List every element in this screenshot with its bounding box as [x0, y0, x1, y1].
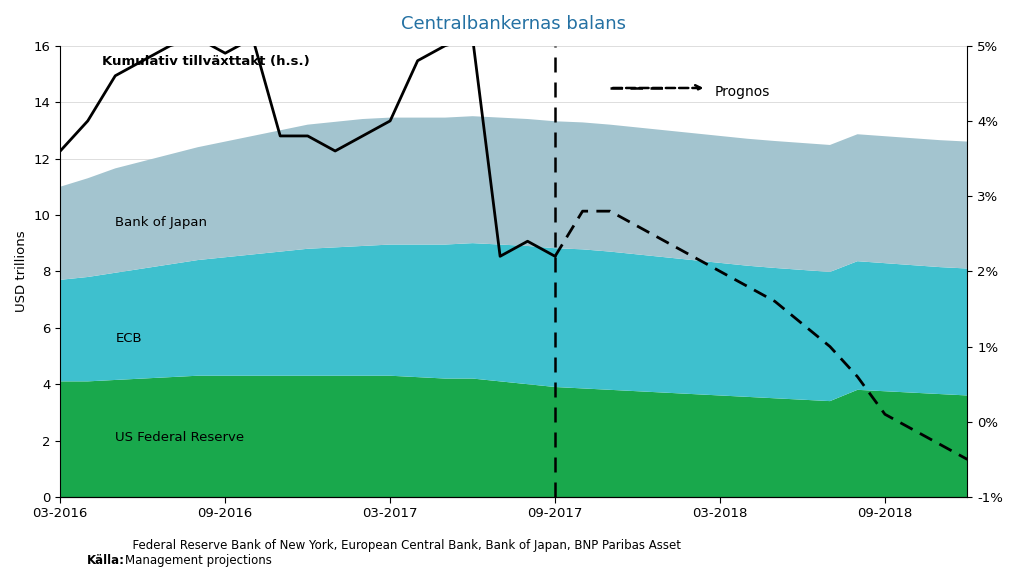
Text: Kumulativ tillväxttakt (h.s.): Kumulativ tillväxttakt (h.s.)	[102, 55, 309, 69]
Text: Bank of Japan: Bank of Japan	[115, 216, 208, 229]
Text: Federal Reserve Bank of New York, European Central Bank, Bank of Japan, BNP Pari: Federal Reserve Bank of New York, Europe…	[125, 540, 681, 567]
Text: ECB: ECB	[115, 332, 142, 345]
Text: Prognos: Prognos	[715, 86, 770, 100]
Text: US Federal Reserve: US Federal Reserve	[115, 431, 244, 443]
Y-axis label: USD trillions: USD trillions	[15, 230, 29, 312]
Text: Källa:: Källa:	[87, 555, 124, 567]
Title: Centralbankernas balans: Centralbankernas balans	[401, 15, 626, 33]
